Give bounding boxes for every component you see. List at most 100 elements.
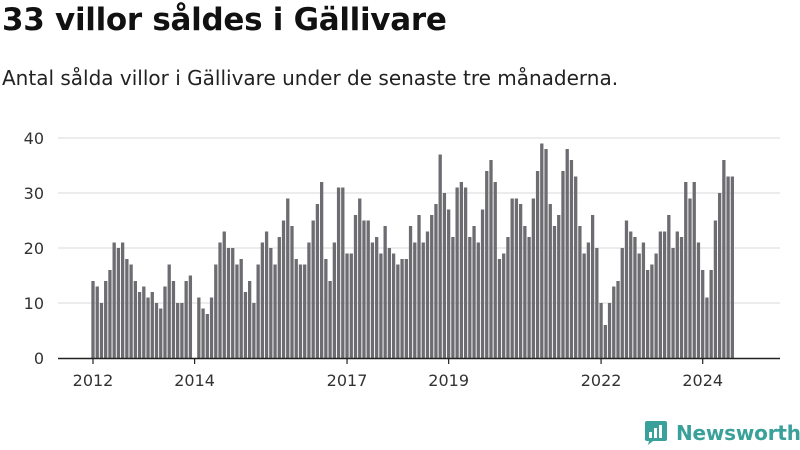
bar	[273, 264, 277, 358]
bar	[370, 242, 375, 358]
bar	[120, 242, 125, 358]
bar	[239, 259, 243, 358]
page-subtitle: Antal sålda villor i Gällivare under de …	[2, 66, 619, 90]
bar	[137, 292, 142, 358]
bar	[324, 259, 328, 358]
bar	[218, 242, 222, 358]
bar	[624, 220, 629, 358]
bar	[264, 231, 269, 358]
bar	[99, 303, 104, 358]
x-tick-label: 2014	[174, 371, 215, 390]
y-tick-label: 10	[24, 294, 44, 313]
brand-name: Newsworthy	[676, 421, 800, 445]
bar	[328, 281, 332, 358]
bar	[688, 198, 692, 358]
bar	[311, 220, 315, 358]
bar	[489, 160, 493, 358]
bar	[341, 187, 345, 358]
bar	[620, 248, 624, 358]
bar	[226, 248, 231, 358]
bar	[603, 325, 607, 358]
bar	[379, 253, 383, 358]
bar	[150, 292, 154, 358]
bar	[552, 226, 557, 358]
bar	[231, 248, 235, 358]
bar	[527, 237, 531, 358]
newsworthy-logo-icon	[645, 421, 667, 445]
bar	[91, 281, 95, 358]
bar	[561, 171, 565, 358]
bar	[133, 281, 137, 358]
bar	[108, 270, 112, 358]
bar	[709, 270, 713, 358]
bar	[176, 303, 180, 358]
bar	[497, 259, 502, 358]
bar	[214, 264, 218, 358]
bar	[641, 242, 646, 358]
bar	[146, 297, 150, 358]
bar	[298, 264, 303, 358]
bar	[451, 237, 455, 358]
bar	[209, 297, 214, 358]
bar	[590, 215, 595, 358]
bar	[167, 264, 171, 358]
bar	[569, 160, 574, 358]
bar	[595, 248, 599, 358]
bar	[336, 187, 341, 358]
bar	[518, 204, 523, 358]
bar	[188, 275, 193, 358]
bar	[658, 231, 663, 358]
bar	[468, 237, 472, 358]
bar	[248, 281, 252, 358]
bar	[557, 215, 561, 358]
bar	[650, 264, 654, 358]
bar	[391, 253, 396, 358]
bar	[125, 259, 129, 358]
y-tick-label: 30	[24, 184, 44, 203]
bar	[171, 281, 176, 358]
bar	[701, 270, 705, 358]
bar	[180, 303, 184, 358]
y-tick-label: 20	[24, 239, 44, 258]
bar	[434, 204, 438, 358]
y-tick-label: 0	[34, 349, 44, 368]
bar	[104, 281, 108, 358]
bar	[205, 314, 209, 358]
bar	[235, 264, 239, 358]
bar	[243, 292, 248, 358]
bar	[629, 231, 633, 358]
highlight-data-label: 33	[726, 0, 748, 5]
brand-logo: Newsworthy	[644, 418, 800, 448]
bar	[476, 242, 480, 358]
bar	[396, 264, 400, 358]
bar	[159, 308, 163, 358]
bar	[154, 303, 159, 358]
bar	[684, 182, 688, 358]
bar	[599, 303, 603, 358]
bar	[315, 204, 320, 358]
bar	[726, 176, 730, 358]
bar	[277, 237, 281, 358]
bar	[717, 193, 722, 358]
bar	[447, 209, 451, 358]
bar	[408, 226, 413, 358]
bar	[523, 226, 527, 358]
bar	[646, 270, 650, 358]
page-title: 33 villor såldes i Gällivare	[2, 2, 447, 38]
bar	[294, 259, 298, 358]
bar	[514, 198, 519, 358]
bar	[472, 226, 476, 358]
bar	[184, 281, 188, 358]
bar	[607, 303, 612, 358]
bar	[637, 253, 641, 358]
bar	[654, 253, 658, 358]
bar	[548, 204, 552, 358]
bar	[574, 176, 578, 358]
bar	[531, 198, 535, 358]
bar	[303, 264, 307, 358]
bar	[544, 149, 548, 358]
bar	[671, 248, 675, 358]
bar	[375, 237, 379, 358]
bar	[722, 160, 726, 358]
